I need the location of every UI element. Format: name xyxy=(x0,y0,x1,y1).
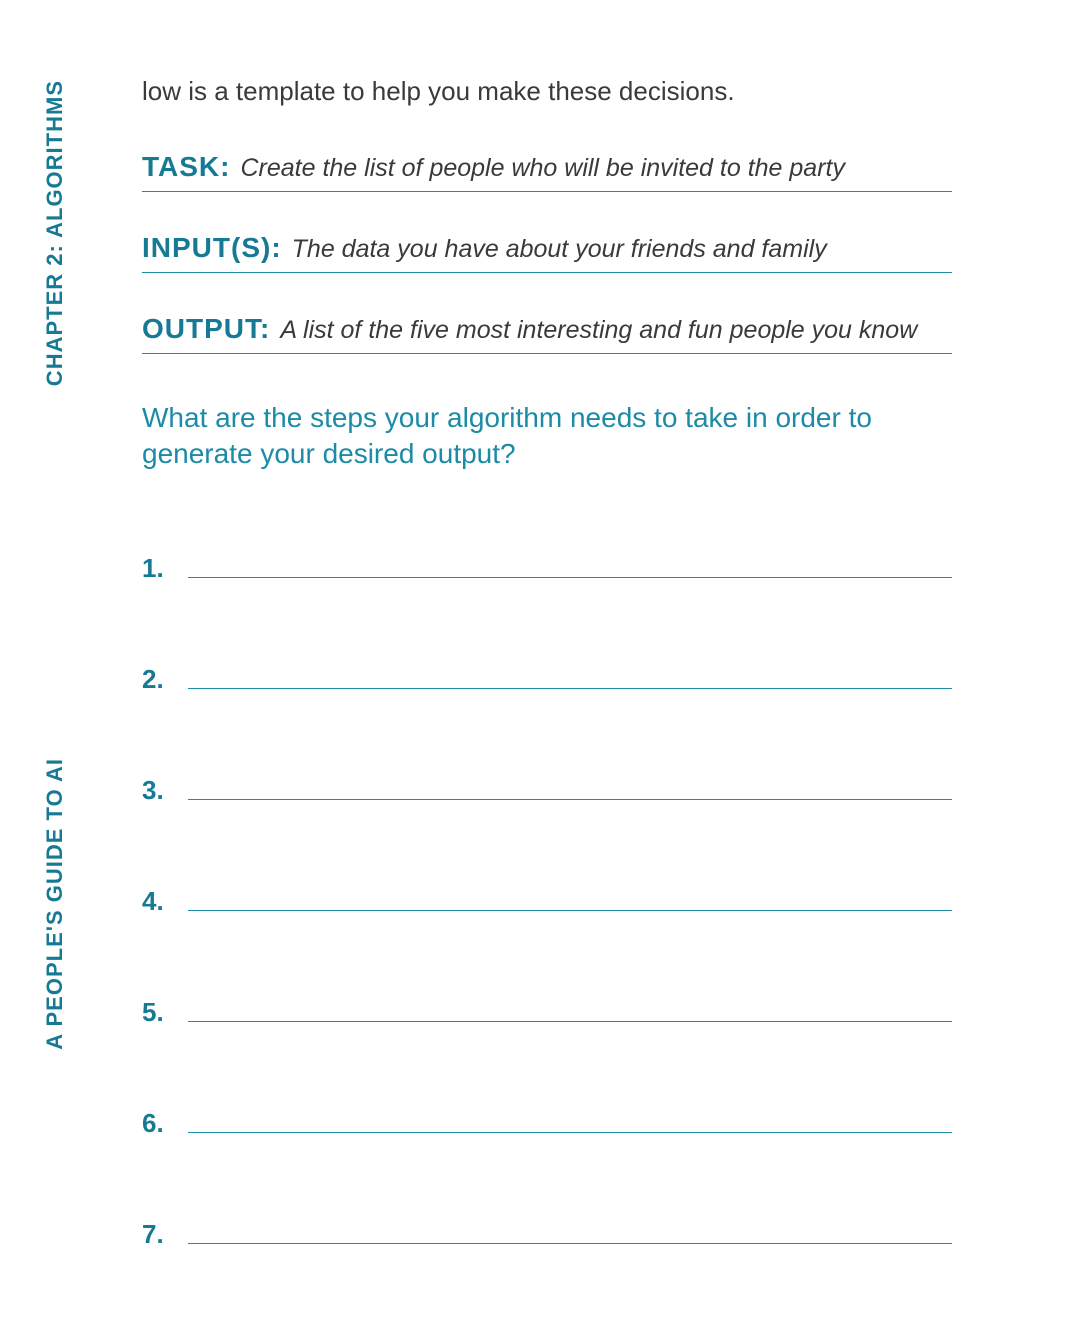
step-row-7: 7. xyxy=(142,1219,952,1250)
step-blank-line xyxy=(188,688,952,689)
step-row-5: 5. xyxy=(142,997,952,1028)
step-row-2: 2. xyxy=(142,664,952,695)
prompt-text: What are the steps your algorithm needs … xyxy=(142,400,952,473)
step-row-6: 6. xyxy=(142,1108,952,1139)
step-blank-line xyxy=(188,577,952,578)
step-number: 3. xyxy=(142,775,170,806)
step-row-3: 3. xyxy=(142,775,952,806)
step-blank-line xyxy=(188,1132,952,1133)
step-number: 4. xyxy=(142,886,170,917)
step-number: 5. xyxy=(142,997,170,1028)
intro-text: low is a template to help you make these… xyxy=(142,76,952,107)
step-blank-line xyxy=(188,1021,952,1022)
step-blank-line xyxy=(188,910,952,911)
step-row-4: 4. xyxy=(142,886,952,917)
step-row-1: 1. xyxy=(142,553,952,584)
page-content: low is a template to help you make these… xyxy=(142,76,952,1330)
step-blank-line xyxy=(188,1243,952,1244)
definition-row-task: TASK: Create the list of people who will… xyxy=(142,151,952,192)
book-title-label: A PEOPLE'S GUIDE TO AI xyxy=(42,758,68,1050)
step-number: 6. xyxy=(142,1108,170,1139)
chapter-label: CHAPTER 2: ALGORITHMS xyxy=(42,80,68,386)
step-number: 7. xyxy=(142,1219,170,1250)
inputs-value: The data you have about your friends and… xyxy=(292,235,827,264)
step-number: 1. xyxy=(142,553,170,584)
task-value: Create the list of people who will be in… xyxy=(240,154,845,183)
inputs-label: INPUT(S): xyxy=(142,232,282,264)
definition-row-output: OUTPUT: A list of the five most interest… xyxy=(142,313,952,354)
output-value: A list of the five most interesting and … xyxy=(280,316,917,345)
step-blank-line xyxy=(188,799,952,800)
task-label: TASK: xyxy=(142,151,230,183)
output-label: OUTPUT: xyxy=(142,313,270,345)
definition-row-inputs: INPUT(S): The data you have about your f… xyxy=(142,232,952,273)
step-number: 2. xyxy=(142,664,170,695)
